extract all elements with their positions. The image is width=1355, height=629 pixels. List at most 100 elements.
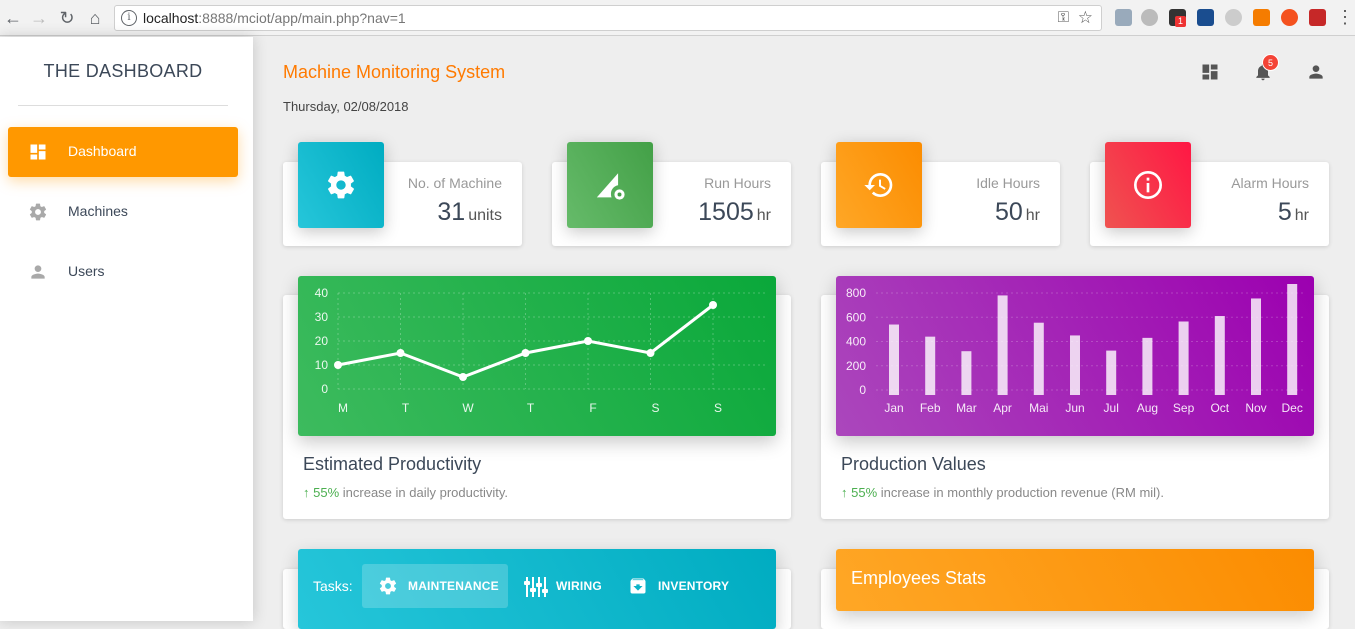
archive-icon xyxy=(630,578,646,594)
gear-icon xyxy=(29,203,47,221)
stat-icon-box xyxy=(567,142,653,228)
page-date: Thursday, 02/08/2018 xyxy=(283,99,409,114)
tab-label: INVENTORY xyxy=(658,579,730,593)
y-tick-label: 30 xyxy=(315,310,329,324)
x-tick-label: M xyxy=(338,401,348,415)
browser-toolbar: ← → ↻ ⌂ i localhost:8888/mciot/app/main.… xyxy=(0,0,1355,36)
back-arrow-icon[interactable]: ← xyxy=(4,8,22,28)
x-tick-label: F xyxy=(589,401,596,415)
data-point xyxy=(584,337,592,345)
x-tick-label: Jul xyxy=(1104,401,1119,415)
home-icon[interactable]: ⌂ xyxy=(89,8,101,28)
y-tick-label: 600 xyxy=(846,310,866,324)
person-icon[interactable] xyxy=(1306,62,1326,82)
change-percent: 55% xyxy=(851,485,878,500)
sidebar-item-users[interactable]: Users xyxy=(8,247,238,297)
employees-title: Employees Stats xyxy=(851,568,987,588)
x-tick-label: Sep xyxy=(1173,401,1195,415)
x-tick-label: Oct xyxy=(1210,401,1229,415)
x-tick-label: Aug xyxy=(1137,401,1158,415)
y-tick-label: 20 xyxy=(315,334,329,348)
tab-label: WIRING xyxy=(556,579,602,593)
production-bar-chart: 0 200 400 600 800 Jan Feb Mar Apr Mai Jun Jul Aug Sep… xyxy=(846,284,1306,415)
sliders-icon xyxy=(524,577,548,597)
arrow-up-icon: ↑ xyxy=(841,485,848,500)
info-icon[interactable]: i xyxy=(121,10,137,26)
extension-bug-icon[interactable] xyxy=(1309,9,1326,26)
extension-fire-icon[interactable] xyxy=(1281,9,1298,26)
bar xyxy=(1287,284,1298,395)
signal-gear-icon xyxy=(596,173,625,200)
extension-cloud-icon[interactable] xyxy=(1141,9,1158,26)
chart-title: Production Values xyxy=(841,454,986,474)
stat-icon-box xyxy=(298,142,384,228)
stat-value: 50 hr xyxy=(994,198,1040,226)
browser-menu-icon[interactable]: ⋮ xyxy=(1336,7,1354,27)
brand-title[interactable]: THE DASHBOARD xyxy=(43,61,203,81)
productivity-line-chart: 0 10 20 30 40 M T W T F S S xyxy=(315,286,768,415)
brand-divider xyxy=(18,105,228,106)
bar xyxy=(1033,322,1044,395)
notification-badge: 5 xyxy=(1262,54,1279,71)
sidebar: THE DASHBOARD Dashboard Machines Users xyxy=(0,37,253,621)
y-tick-label: 200 xyxy=(846,359,866,373)
productivity-chart: 0 10 20 30 40 M T W T F S S xyxy=(298,276,776,436)
stat-label: No. of Machine xyxy=(407,175,502,191)
stat-label: Alarm Hours xyxy=(1231,175,1309,191)
sidebar-item-label: Machines xyxy=(68,203,128,219)
bar xyxy=(1106,350,1117,395)
data-point xyxy=(646,349,655,357)
extension-coin-icon[interactable] xyxy=(1225,9,1242,26)
extension-chart-icon[interactable] xyxy=(1197,9,1214,26)
dashboard-icon[interactable] xyxy=(1200,62,1220,82)
bar xyxy=(889,324,899,395)
gear-icon xyxy=(328,171,354,199)
chart-footer: ↑ 55% increase in monthly production rev… xyxy=(841,485,1164,500)
bar xyxy=(961,351,972,395)
stat-icon-box xyxy=(836,142,922,228)
stat-value: 1505 hr xyxy=(698,198,771,226)
data-point xyxy=(396,349,405,357)
history-icon xyxy=(864,173,893,198)
x-tick-label: S xyxy=(714,401,722,415)
stat-card-machines: No. of Machine 31 units xyxy=(283,142,522,246)
stat-card-alarm-hours: Alarm Hours 5 hr xyxy=(1090,142,1329,246)
sidebar-item-dashboard[interactable]: Dashboard xyxy=(8,127,238,177)
stat-card-run-hours: Run Hours 1505 hr xyxy=(552,142,791,246)
change-text: increase in monthly production revenue (… xyxy=(877,485,1164,500)
tab-label: MAINTENANCE xyxy=(408,579,499,593)
page-title[interactable]: Machine Monitoring System xyxy=(283,62,506,82)
sidebar-item-label: Dashboard xyxy=(68,143,137,159)
data-point xyxy=(459,373,467,381)
production-card: 0 200 400 600 800 Jan Feb Mar Apr Mai Jun Jul Aug Sep… xyxy=(821,276,1329,519)
address-bar[interactable]: i localhost:8888/mciot/app/main.php?nav=… xyxy=(114,5,1102,31)
change-percent: 55% xyxy=(313,485,340,500)
tab-inventory[interactable]: INVENTORY xyxy=(612,564,732,608)
stat-label: Idle Hours xyxy=(976,175,1040,191)
extension-pen-icon[interactable] xyxy=(1115,9,1132,26)
x-tick-label: W xyxy=(462,401,474,415)
tab-wiring[interactable]: WIRING xyxy=(508,564,612,608)
chart-title: Estimated Productivity xyxy=(303,454,482,474)
sidebar-item-label: Users xyxy=(68,263,105,279)
reload-icon[interactable]: ↻ xyxy=(59,8,75,28)
extension-jx-icon[interactable] xyxy=(1253,9,1270,26)
forward-arrow-icon[interactable]: → xyxy=(30,8,48,28)
y-tick-label: 40 xyxy=(315,286,329,300)
sidebar-item-machines[interactable]: Machines xyxy=(8,187,238,237)
tasks-label: Tasks: xyxy=(313,578,353,594)
arrow-up-icon: ↑ xyxy=(303,485,310,500)
tab-maintenance[interactable]: MAINTENANCE xyxy=(362,564,508,608)
x-tick-label: Jun xyxy=(1065,401,1084,415)
y-tick-label: 0 xyxy=(321,382,328,396)
x-tick-label: Dec xyxy=(1282,401,1303,415)
data-point xyxy=(521,349,530,357)
key-icon[interactable]: ⚿ xyxy=(1057,9,1069,26)
data-point xyxy=(334,361,342,369)
x-tick-label: Feb xyxy=(920,401,941,415)
url-text: localhost:8888/mciot/app/main.php?nav=1 xyxy=(143,10,406,26)
productivity-card: 0 10 20 30 40 M T W T F S S Estimated Productivity … xyxy=(283,276,791,519)
stat-label: Run Hours xyxy=(704,175,771,191)
x-tick-label: T xyxy=(402,401,410,415)
bookmark-star-icon[interactable]: ☆ xyxy=(1077,8,1093,27)
